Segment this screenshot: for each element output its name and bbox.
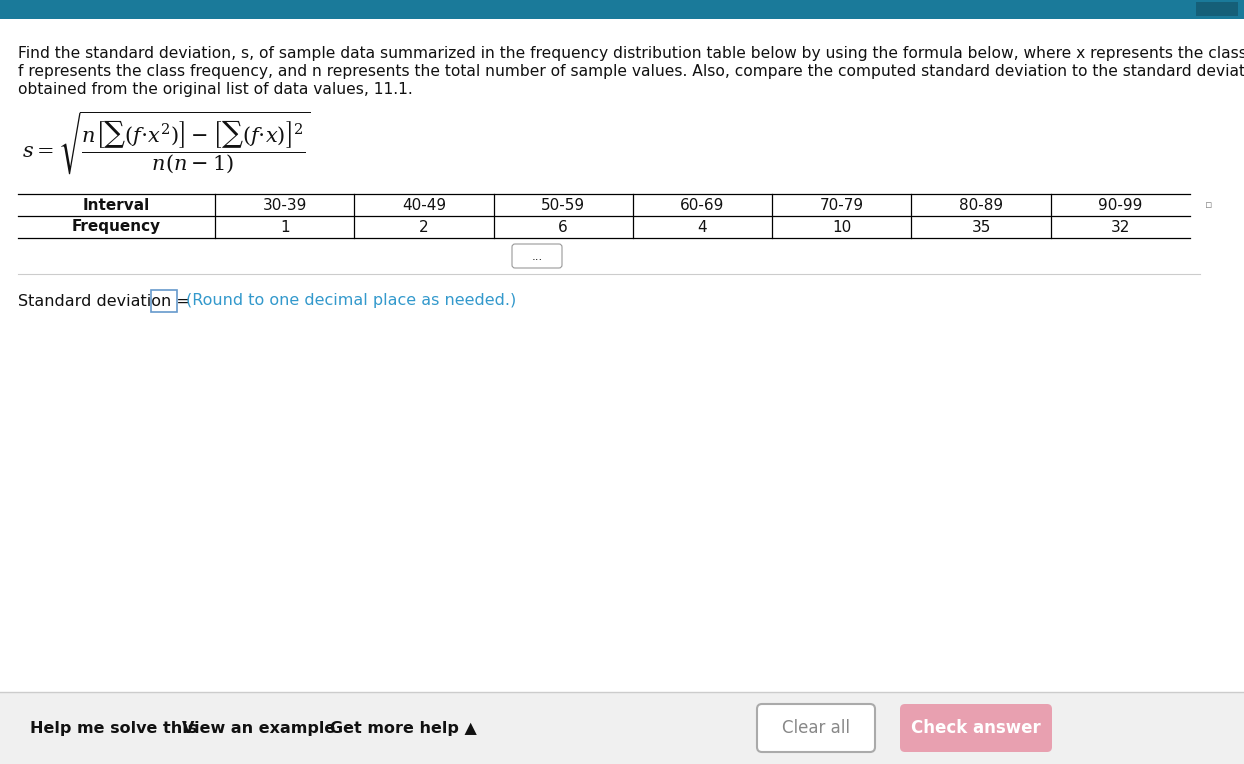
FancyBboxPatch shape [758, 704, 875, 752]
Text: obtained from the original list of data values, 11.1.: obtained from the original list of data … [17, 82, 413, 97]
Text: (Round to one decimal place as needed.): (Round to one decimal place as needed.) [187, 293, 516, 309]
Text: 70-79: 70-79 [820, 198, 863, 212]
Text: Help me solve this: Help me solve this [30, 720, 198, 736]
Text: 6: 6 [559, 219, 569, 235]
FancyBboxPatch shape [0, 0, 1244, 19]
Text: 35: 35 [972, 219, 990, 235]
Text: Check answer: Check answer [911, 719, 1041, 737]
Text: ▫: ▫ [1205, 200, 1213, 210]
Text: Interval: Interval [83, 198, 151, 212]
FancyBboxPatch shape [151, 290, 177, 312]
Text: Get more help ▲: Get more help ▲ [330, 720, 476, 736]
FancyBboxPatch shape [1195, 2, 1238, 16]
Text: 50-59: 50-59 [541, 198, 585, 212]
Text: 80-89: 80-89 [959, 198, 1003, 212]
Text: Find the standard deviation, s, of sample data summarized in the frequency distr: Find the standard deviation, s, of sampl… [17, 46, 1244, 61]
Text: 60-69: 60-69 [680, 198, 725, 212]
Text: 1: 1 [280, 219, 290, 235]
Text: 2: 2 [419, 219, 429, 235]
Text: $s = \sqrt{\dfrac{n\left[\sum(f{\cdot}x^{2})\right] - \left[\sum(f{\cdot}x)\righ: $s = \sqrt{\dfrac{n\left[\sum(f{\cdot}x^… [22, 109, 311, 176]
FancyBboxPatch shape [0, 692, 1244, 764]
Text: f represents the class frequency, and n represents the total number of sample va: f represents the class frequency, and n … [17, 64, 1244, 79]
Text: 32: 32 [1111, 219, 1130, 235]
Text: 30-39: 30-39 [262, 198, 307, 212]
Text: Standard deviation =: Standard deviation = [17, 293, 195, 309]
Text: Frequency: Frequency [72, 219, 160, 235]
FancyBboxPatch shape [899, 704, 1052, 752]
Text: ...: ... [531, 250, 542, 263]
Text: Clear all: Clear all [782, 719, 850, 737]
Text: 90-99: 90-99 [1098, 198, 1142, 212]
Text: 4: 4 [698, 219, 708, 235]
Text: 10: 10 [832, 219, 851, 235]
FancyBboxPatch shape [513, 244, 562, 268]
Text: 40-49: 40-49 [402, 198, 447, 212]
Text: View an example: View an example [182, 720, 335, 736]
